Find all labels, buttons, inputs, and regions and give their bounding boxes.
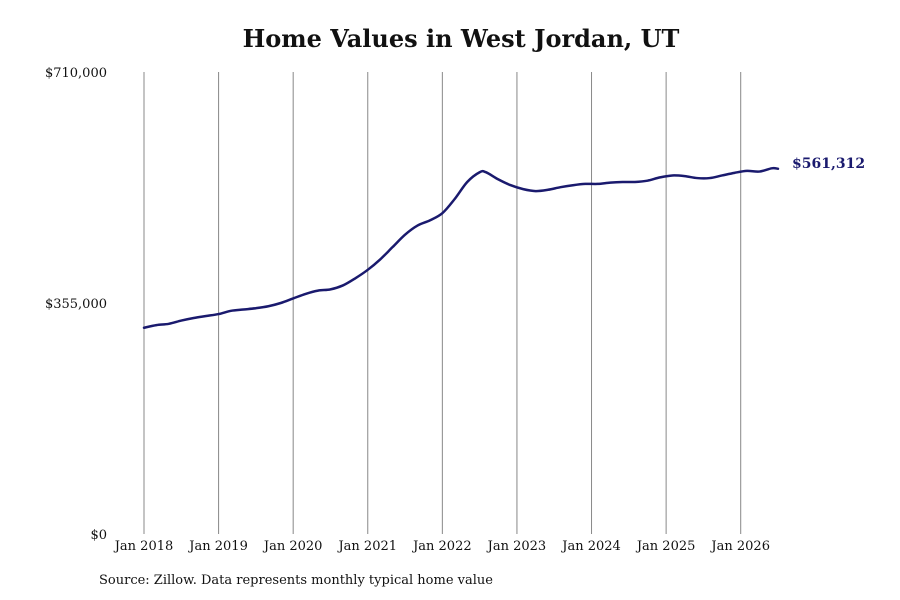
x-tick-label: Jan 2022 [411,539,472,554]
x-tick-label: Jan 2025 [635,539,696,554]
x-tick-label: Jan 2024 [560,539,621,554]
y-axis-ticks: $0 $355,000 $710,000 [45,66,107,543]
grid-lines [143,72,742,534]
x-tick-label: Jan 2019 [187,539,248,554]
x-tick-label: Jan 2023 [486,539,547,554]
y-tick-label: $0 [90,528,107,543]
x-tick-label: Jan 2018 [113,539,174,554]
chart-title: Home Values in West Jordan, UT [242,24,680,53]
end-value-label: $561,312 [792,156,865,172]
series-line [142,166,780,329]
source-note: Source: Zillow. Data represents monthly … [99,573,493,588]
y-tick-label: $710,000 [45,66,107,81]
x-tick-label: Jan 2021 [336,539,397,554]
y-tick-label: $355,000 [45,297,107,312]
x-tick-label: Jan 2020 [262,539,323,554]
x-tick-label: Jan 2026 [709,539,770,554]
x-axis-ticks: Jan 2018 Jan 2019 Jan 2020 Jan 2021 Jan 2022… [113,539,770,554]
